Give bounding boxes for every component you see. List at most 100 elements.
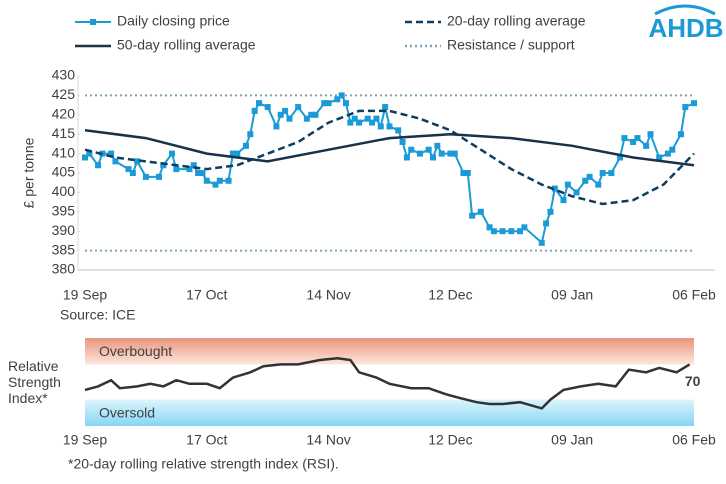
x-tick-label: 17 Oct (186, 432, 227, 448)
price-marker (669, 146, 676, 153)
value-label: 70 (685, 373, 701, 389)
price-marker (264, 104, 271, 111)
band (85, 399, 694, 426)
price-marker (308, 111, 315, 118)
price-marker (499, 228, 506, 235)
price-marker (430, 154, 436, 161)
series-line (84, 356, 691, 410)
price-marker (608, 170, 615, 176)
price-marker (112, 158, 119, 165)
price-marker (229, 150, 236, 157)
price-marker (617, 154, 624, 161)
legend-label: Resistance / support (447, 37, 575, 53)
price-marker (408, 146, 415, 153)
price-marker (682, 104, 689, 111)
price-marker (634, 135, 641, 142)
price-marker (517, 228, 523, 235)
price-marker (282, 107, 289, 114)
price-marker (521, 224, 528, 231)
price-marker (134, 158, 141, 165)
price-marker (451, 150, 458, 157)
price-marker (490, 228, 497, 235)
x-tick-label: 06 Feb (672, 432, 716, 448)
logo-arc (654, 4, 716, 16)
price-marker (155, 173, 162, 180)
price-marker (508, 228, 515, 235)
price-marker (382, 104, 389, 111)
x-tick-label: 09 Jan (551, 287, 593, 303)
price-marker (543, 220, 550, 227)
price-marker (199, 170, 206, 176)
price-marker (160, 162, 167, 169)
x-tick-label: 19 Sep (63, 432, 108, 448)
price-marker (538, 239, 545, 246)
price-marker (547, 208, 554, 215)
price-marker (351, 115, 358, 122)
price-marker (273, 123, 280, 130)
x-tick-label: 14 Nov (306, 432, 350, 448)
price-marker (277, 111, 284, 118)
price-marker (647, 131, 654, 138)
price-marker (403, 154, 410, 161)
price-marker (338, 92, 345, 99)
price-marker (186, 166, 193, 173)
y-tick-label: 400 (52, 183, 76, 199)
y-axis-label: £ per tonne (21, 137, 37, 208)
y-tick-label: 405 (52, 164, 76, 180)
price-marker (438, 150, 445, 157)
logo-text: AHDB (648, 13, 723, 43)
price-marker (477, 208, 484, 215)
rsi-axis-label: Relative Strength Index* (8, 358, 61, 406)
price-marker (195, 170, 202, 176)
logo: AHDB (648, 4, 724, 43)
y-tick-label: 380 (52, 261, 76, 277)
price-marker (312, 111, 319, 118)
price-marker (82, 154, 88, 161)
price-marker (169, 150, 175, 157)
price-marker (582, 177, 589, 184)
band (85, 338, 694, 365)
price-marker (586, 173, 593, 180)
price-marker (464, 170, 471, 176)
price-marker (251, 107, 258, 114)
price-marker (286, 115, 293, 122)
price-marker (356, 119, 363, 126)
x-tick-label: 12 Dec (428, 432, 472, 448)
price-marker (395, 127, 402, 134)
y-tick-label: 425 (52, 86, 76, 102)
price-marker (560, 197, 567, 204)
price-marker (95, 162, 102, 169)
price-marker (347, 119, 354, 126)
price-marker (325, 100, 332, 107)
price-marker (86, 150, 93, 157)
price-marker (125, 166, 132, 173)
price-marker (364, 115, 371, 122)
price-marker (595, 181, 602, 188)
x-tick-label: 09 Jan (551, 432, 593, 448)
x-tick-label: 12 Dec (428, 287, 472, 303)
price-marker (447, 150, 454, 157)
price-marker (469, 212, 476, 219)
price-marker (677, 131, 684, 138)
band-label: Overbought (99, 343, 172, 359)
price-marker (664, 150, 671, 157)
price-marker (373, 115, 380, 122)
x-tick-label: 19 Sep (63, 287, 108, 303)
price-marker (142, 173, 149, 180)
legend-marker (90, 19, 96, 25)
price-marker (425, 146, 432, 153)
y-tick-label: 420 (52, 106, 76, 122)
price-marker (399, 138, 406, 145)
y-tick-label: 390 (52, 222, 76, 238)
price-marker (460, 170, 467, 176)
price-marker (551, 185, 558, 192)
series-line (84, 109, 695, 206)
source: Source: ICE (60, 307, 135, 323)
price-marker (173, 166, 180, 173)
price-marker (234, 150, 241, 157)
price-marker (190, 162, 197, 169)
price-marker (247, 131, 254, 138)
x-tick-label: 14 Nov (306, 287, 350, 303)
